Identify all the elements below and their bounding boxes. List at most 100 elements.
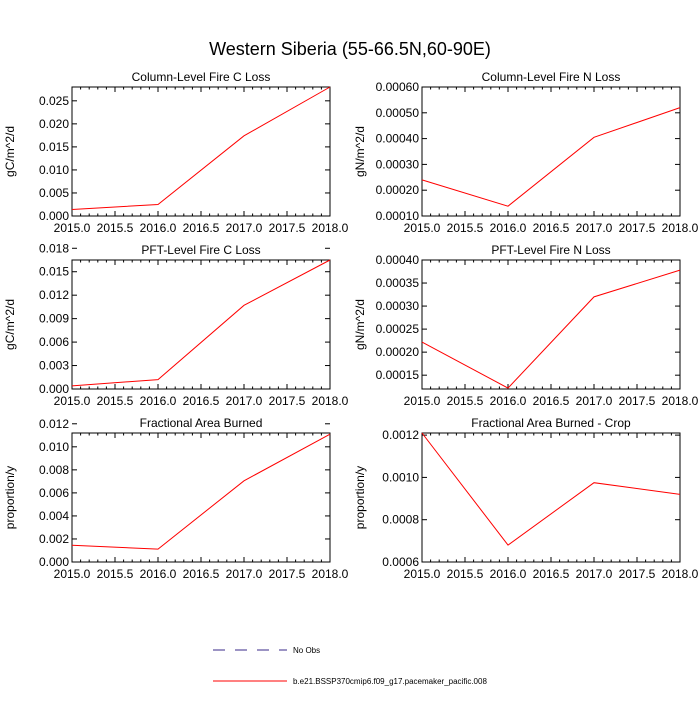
legend-label: No Obs bbox=[293, 646, 320, 655]
y-tick-label: 0.015 bbox=[39, 265, 69, 279]
series-line bbox=[421, 269, 681, 389]
y-tick-label: 0.0006 bbox=[382, 555, 419, 569]
y-tick-label: 0.000 bbox=[39, 209, 69, 223]
x-tick-label: 2017.0 bbox=[226, 221, 263, 235]
y-tick-label: 0.00020 bbox=[376, 345, 420, 359]
x-tick-label: 2018.0 bbox=[312, 567, 349, 581]
panel-4: PFT-Level Fire N Loss gN/m^2/d 2015.0 2015.… bbox=[353, 243, 699, 408]
x-tick-label: 2015.5 bbox=[447, 394, 484, 408]
y-tick-label: 0.018 bbox=[39, 241, 69, 255]
y-tick-label: 0.020 bbox=[39, 117, 69, 131]
x-tick-label: 2017.0 bbox=[576, 567, 613, 581]
x-tick-label: 2018.0 bbox=[662, 221, 699, 235]
x-tick-label: 2015.0 bbox=[404, 221, 441, 235]
plot-frame bbox=[421, 259, 681, 390]
y-tick-label: 0.010 bbox=[39, 440, 69, 454]
figure-title: Western Siberia (55-66.5N,60-90E) bbox=[209, 39, 491, 59]
panel-title: Column-Level Fire C Loss bbox=[132, 70, 271, 84]
y-tick-label: 0.006 bbox=[39, 486, 69, 500]
x-tick-label: 2016.5 bbox=[183, 221, 220, 235]
y-axis-label: proportion/y bbox=[3, 466, 17, 529]
y-axis-label: gC/m^2/d bbox=[3, 126, 17, 177]
x-tick-label: 2018.0 bbox=[662, 394, 699, 408]
x-tick-label: 2016.5 bbox=[183, 394, 220, 408]
y-tick-label: 0.0010 bbox=[382, 470, 419, 484]
y-tick-label: 0.00060 bbox=[376, 80, 420, 94]
x-tick-label: 2017.0 bbox=[576, 221, 613, 235]
panel-title: Column-Level Fire N Loss bbox=[482, 70, 621, 84]
y-axis-label: gC/m^2/d bbox=[3, 299, 17, 350]
y-tick-label: 0.00030 bbox=[376, 299, 420, 313]
x-tick-label: 2015.5 bbox=[97, 567, 134, 581]
x-tick-label: 2015.0 bbox=[404, 567, 441, 581]
panel-title: Fractional Area Burned bbox=[140, 416, 263, 430]
x-tick-label: 2017.0 bbox=[226, 394, 263, 408]
y-tick-label: 0.006 bbox=[39, 335, 69, 349]
x-tick-label: 2016.5 bbox=[183, 567, 220, 581]
y-tick-label: 0.002 bbox=[39, 532, 69, 546]
y-tick-label: 0.000 bbox=[39, 555, 69, 569]
y-tick-label: 0.012 bbox=[39, 417, 69, 431]
series-line bbox=[71, 433, 331, 550]
y-axis-label: gN/m^2/d bbox=[353, 126, 367, 177]
y-tick-label: 0.025 bbox=[39, 94, 69, 108]
panel-title: Fractional Area Burned - Crop bbox=[471, 416, 631, 430]
x-tick-label: 2015.5 bbox=[447, 221, 484, 235]
x-tick-label: 2016.5 bbox=[533, 567, 570, 581]
y-tick-label: 0.009 bbox=[39, 312, 69, 326]
x-tick-label: 2015.0 bbox=[54, 394, 91, 408]
y-tick-label: 0.004 bbox=[39, 509, 69, 523]
x-tick-label: 2017.0 bbox=[576, 394, 613, 408]
y-tick-label: 0.00030 bbox=[376, 157, 420, 171]
x-tick-label: 2017.5 bbox=[269, 567, 306, 581]
x-tick-label: 2017.5 bbox=[269, 394, 306, 408]
x-tick-label: 2015.0 bbox=[404, 394, 441, 408]
panel-1: Column-Level Fire C Loss gC/m^2/d 2015.0 20… bbox=[3, 70, 349, 235]
panel-5: Fractional Area Burned proportion/y 2015.0… bbox=[3, 416, 349, 581]
x-tick-label: 2016.0 bbox=[140, 394, 177, 408]
plot-frame bbox=[421, 432, 681, 563]
y-tick-label: 0.012 bbox=[39, 288, 69, 302]
series-line bbox=[71, 259, 331, 387]
x-tick-label: 2016.0 bbox=[140, 221, 177, 235]
x-tick-label: 2018.0 bbox=[312, 394, 349, 408]
panel-title: PFT-Level Fire N Loss bbox=[491, 243, 610, 257]
panel-title: PFT-Level Fire C Loss bbox=[141, 243, 260, 257]
y-tick-label: 0.00040 bbox=[376, 132, 420, 146]
x-tick-label: 2015.5 bbox=[97, 221, 134, 235]
x-tick-label: 2015.5 bbox=[447, 567, 484, 581]
x-tick-label: 2017.5 bbox=[619, 567, 656, 581]
y-tick-label: 0.0012 bbox=[382, 428, 419, 442]
series-line bbox=[71, 86, 331, 211]
x-tick-label: 2017.5 bbox=[269, 221, 306, 235]
x-tick-label: 2016.0 bbox=[490, 394, 527, 408]
x-tick-label: 2016.0 bbox=[140, 567, 177, 581]
y-tick-label: 0.00035 bbox=[376, 276, 420, 290]
y-tick-label: 0.008 bbox=[39, 463, 69, 477]
panel-3: PFT-Level Fire C Loss gC/m^2/d 2015.0 2015.… bbox=[3, 241, 349, 408]
legend: No Obs b.e21.BSSP370cmip6.f09_g17.pacemak… bbox=[213, 646, 487, 686]
panel-2: Column-Level Fire N Loss gN/m^2/d 2015.0 20… bbox=[353, 70, 699, 235]
panels: Column-Level Fire C Loss gC/m^2/d 2015.0 20… bbox=[3, 70, 699, 581]
y-axis-label: gN/m^2/d bbox=[353, 299, 367, 350]
y-tick-label: 0.000 bbox=[39, 382, 69, 396]
y-tick-label: 0.003 bbox=[39, 359, 69, 373]
y-tick-label: 0.00020 bbox=[376, 183, 420, 197]
panel-6: Fractional Area Burned - Crop proportion/… bbox=[353, 416, 699, 581]
series-line bbox=[421, 107, 681, 207]
y-tick-label: 0.005 bbox=[39, 186, 69, 200]
y-tick-label: 0.00050 bbox=[376, 106, 420, 120]
y-tick-label: 0.010 bbox=[39, 163, 69, 177]
x-tick-label: 2018.0 bbox=[312, 221, 349, 235]
y-tick-label: 0.00040 bbox=[376, 253, 420, 267]
x-tick-label: 2017.5 bbox=[619, 221, 656, 235]
legend-label: b.e21.BSSP370cmip6.f09_g17.pacemaker_pac… bbox=[293, 677, 487, 686]
x-tick-label: 2015.0 bbox=[54, 567, 91, 581]
y-tick-label: 0.0008 bbox=[382, 513, 419, 527]
x-tick-label: 2015.0 bbox=[54, 221, 91, 235]
y-tick-label: 0.015 bbox=[39, 140, 69, 154]
x-tick-label: 2018.0 bbox=[662, 567, 699, 581]
series-line bbox=[421, 432, 681, 546]
plot-frame bbox=[71, 432, 331, 563]
